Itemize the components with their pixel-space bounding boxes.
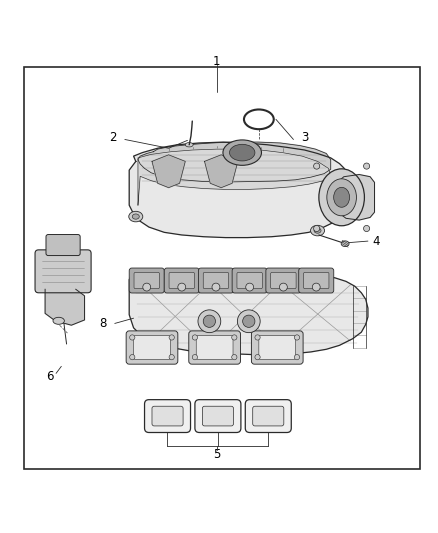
FancyBboxPatch shape	[237, 272, 262, 288]
FancyBboxPatch shape	[189, 331, 240, 364]
Circle shape	[198, 310, 221, 333]
Circle shape	[279, 283, 287, 291]
FancyBboxPatch shape	[259, 336, 296, 359]
Ellipse shape	[341, 241, 349, 247]
Text: 5: 5	[213, 448, 220, 462]
Circle shape	[314, 225, 320, 231]
Circle shape	[192, 335, 198, 340]
Circle shape	[130, 354, 135, 360]
Text: 1: 1	[213, 55, 221, 68]
Ellipse shape	[223, 140, 261, 165]
FancyBboxPatch shape	[164, 268, 199, 293]
FancyBboxPatch shape	[152, 406, 183, 426]
Circle shape	[178, 283, 186, 291]
Ellipse shape	[53, 317, 64, 324]
Circle shape	[294, 354, 300, 360]
Ellipse shape	[230, 144, 255, 161]
FancyBboxPatch shape	[195, 400, 241, 432]
Circle shape	[169, 354, 174, 360]
FancyBboxPatch shape	[253, 406, 284, 426]
Text: 6: 6	[46, 370, 54, 383]
Circle shape	[237, 310, 260, 333]
Polygon shape	[138, 149, 331, 205]
Ellipse shape	[319, 169, 364, 226]
Polygon shape	[337, 174, 374, 220]
Circle shape	[246, 283, 254, 291]
Ellipse shape	[314, 228, 321, 233]
Polygon shape	[45, 289, 85, 325]
FancyBboxPatch shape	[35, 250, 91, 293]
FancyBboxPatch shape	[126, 331, 178, 364]
Circle shape	[312, 283, 320, 291]
Ellipse shape	[132, 214, 139, 219]
Circle shape	[243, 315, 255, 327]
Polygon shape	[129, 142, 350, 238]
FancyBboxPatch shape	[134, 272, 159, 288]
FancyBboxPatch shape	[169, 272, 194, 288]
Circle shape	[232, 354, 237, 360]
Text: 7: 7	[70, 239, 78, 252]
Circle shape	[364, 163, 370, 169]
Ellipse shape	[334, 187, 350, 207]
Polygon shape	[152, 155, 185, 188]
Ellipse shape	[185, 142, 193, 147]
Polygon shape	[205, 155, 238, 188]
Circle shape	[203, 315, 215, 327]
FancyBboxPatch shape	[299, 268, 334, 293]
Ellipse shape	[129, 211, 143, 222]
Polygon shape	[129, 270, 368, 354]
Ellipse shape	[311, 225, 325, 236]
FancyBboxPatch shape	[266, 268, 301, 293]
Circle shape	[143, 283, 151, 291]
FancyBboxPatch shape	[134, 336, 170, 359]
Circle shape	[255, 354, 260, 360]
FancyBboxPatch shape	[271, 272, 296, 288]
Circle shape	[192, 354, 198, 360]
Circle shape	[232, 335, 237, 340]
FancyBboxPatch shape	[232, 268, 267, 293]
Text: 8: 8	[99, 317, 106, 330]
Polygon shape	[138, 142, 331, 182]
FancyBboxPatch shape	[304, 272, 329, 288]
FancyBboxPatch shape	[196, 336, 233, 359]
Circle shape	[364, 225, 370, 231]
Circle shape	[314, 163, 320, 169]
FancyBboxPatch shape	[198, 268, 233, 293]
Circle shape	[294, 335, 300, 340]
Ellipse shape	[327, 179, 357, 216]
FancyBboxPatch shape	[145, 400, 191, 432]
Text: 2: 2	[109, 131, 117, 144]
FancyBboxPatch shape	[202, 406, 233, 426]
Circle shape	[130, 335, 135, 340]
Text: 3: 3	[301, 131, 308, 144]
FancyBboxPatch shape	[203, 272, 229, 288]
FancyBboxPatch shape	[251, 331, 303, 364]
Circle shape	[212, 283, 220, 291]
FancyBboxPatch shape	[129, 268, 164, 293]
Circle shape	[255, 335, 260, 340]
Text: 4: 4	[372, 235, 380, 248]
Circle shape	[169, 335, 174, 340]
FancyBboxPatch shape	[245, 400, 291, 432]
FancyBboxPatch shape	[46, 235, 80, 255]
